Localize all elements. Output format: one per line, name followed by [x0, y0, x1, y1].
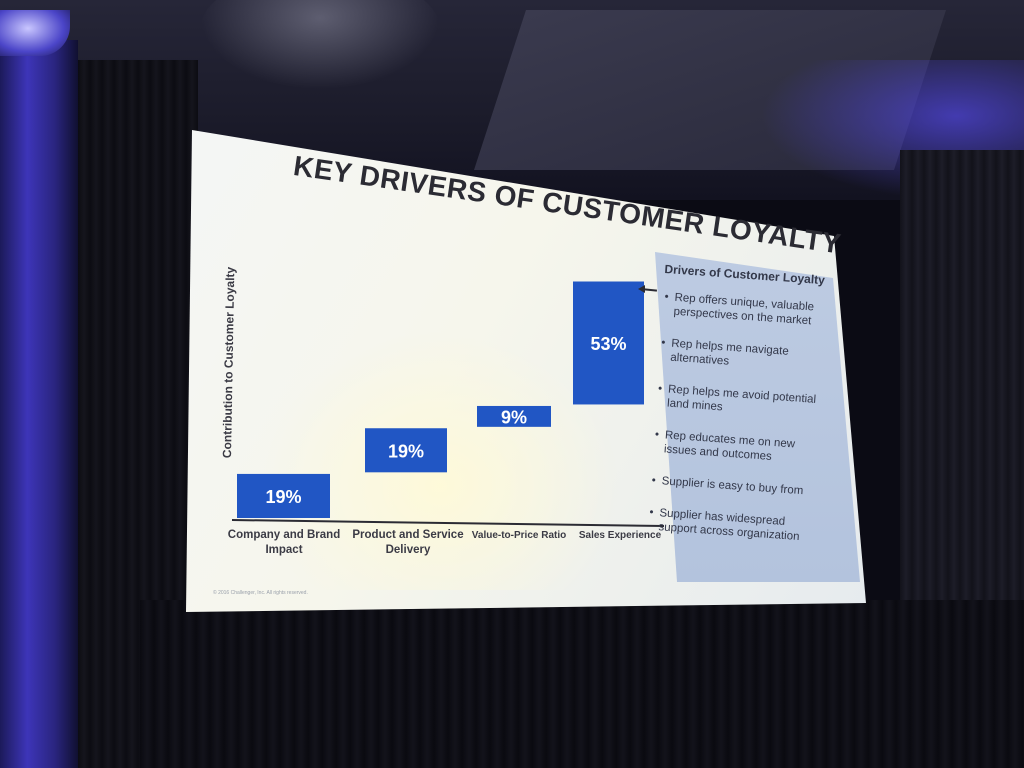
- callout-list: Rep offers unique, valuable perspectives…: [646, 290, 853, 547]
- callout-item: Rep educates me on new issues and outcom…: [651, 428, 815, 467]
- x-tick-label: Company and Brand: [228, 529, 340, 541]
- callout-content: Drivers of Customer Loyalty Rep offers u…: [645, 262, 855, 565]
- x-tick-label: Impact: [265, 544, 302, 556]
- copyright-note: © 2016 Challenger, Inc. All rights reser…: [213, 590, 308, 596]
- lit-pillar: [0, 40, 78, 768]
- callout-arrow-head: [638, 285, 645, 293]
- data-label: 19%: [265, 487, 301, 507]
- callout-item: Rep offers unique, valuable perspectives…: [661, 290, 825, 329]
- callout-item: Rep helps me avoid potential land mines: [655, 382, 819, 421]
- data-label: 19%: [388, 441, 424, 461]
- bar: [477, 405, 551, 427]
- callout-item: Rep helps me navigate alternatives: [658, 336, 822, 375]
- x-tick-label: Sales Experience: [579, 530, 662, 541]
- callout-item: Supplier is easy to buy from: [649, 473, 812, 498]
- data-label: 9%: [501, 407, 527, 427]
- bar: [573, 281, 644, 405]
- callout-item: Supplier has widespread support across o…: [646, 505, 810, 544]
- x-axis-line: [231, 519, 665, 527]
- x-tick-label: Value-to-Price Ratio: [472, 530, 566, 541]
- x-tick-label: Delivery: [386, 544, 431, 556]
- bar: [365, 428, 447, 473]
- x-tick-label: Product and Service: [352, 529, 463, 541]
- stage-drape: [140, 600, 1024, 768]
- bar: [237, 473, 330, 518]
- data-label: 53%: [590, 334, 626, 354]
- pillar-light: [0, 10, 70, 56]
